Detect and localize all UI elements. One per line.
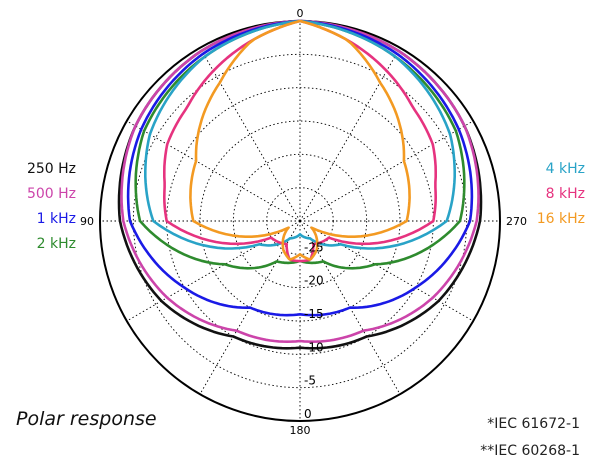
series-curve-500-hz — [120, 19, 480, 343]
footnote-iec-61672: *IEC 61672-1 — [487, 416, 580, 432]
polar-spoke — [299, 120, 474, 222]
ring-label: -10 — [304, 340, 324, 354]
legend-entry-8-khz: 8 kHz — [546, 186, 585, 202]
legend-entry-2-khz: 2 kHz — [37, 236, 76, 252]
series-curve-8-khz — [163, 19, 437, 263]
polar-spoke — [199, 47, 301, 222]
ring-label: -5 — [304, 374, 316, 388]
chart-caption: Polar response — [16, 408, 157, 430]
angle-label-90: 90 — [80, 215, 94, 228]
series-curve-16-khz — [189, 19, 411, 261]
ring-label: -15 — [304, 307, 324, 321]
legend-entry-16-khz: 16 kHz — [537, 211, 585, 227]
series-curve-4-khz — [144, 19, 456, 250]
angle-label-0: 0 — [297, 7, 304, 20]
angle-label-270: 270 — [506, 215, 527, 228]
ring-label: 0 — [304, 407, 312, 421]
angle-label-180: 180 — [290, 424, 311, 437]
legend-entry-1-khz: 1 kHz — [37, 211, 76, 227]
polar-spoke — [126, 220, 301, 322]
polar-grid-ring — [232, 153, 368, 289]
legend-entry-500-hz: 500 Hz — [27, 186, 76, 202]
footnote-iec-60268: **IEC 60268-1 — [480, 443, 580, 459]
legend-entry-4-khz: 4 kHz — [546, 161, 585, 177]
polar-grid-ring — [132, 53, 468, 389]
series-curve-1-khz — [126, 19, 474, 317]
ring-label: -20 — [304, 274, 324, 288]
ring-label: -25 — [304, 240, 324, 254]
polar-spoke — [126, 120, 301, 222]
polar-spoke — [299, 47, 401, 222]
legend-entry-250-hz: 250 Hz — [27, 161, 76, 177]
polar-spoke — [299, 220, 474, 322]
